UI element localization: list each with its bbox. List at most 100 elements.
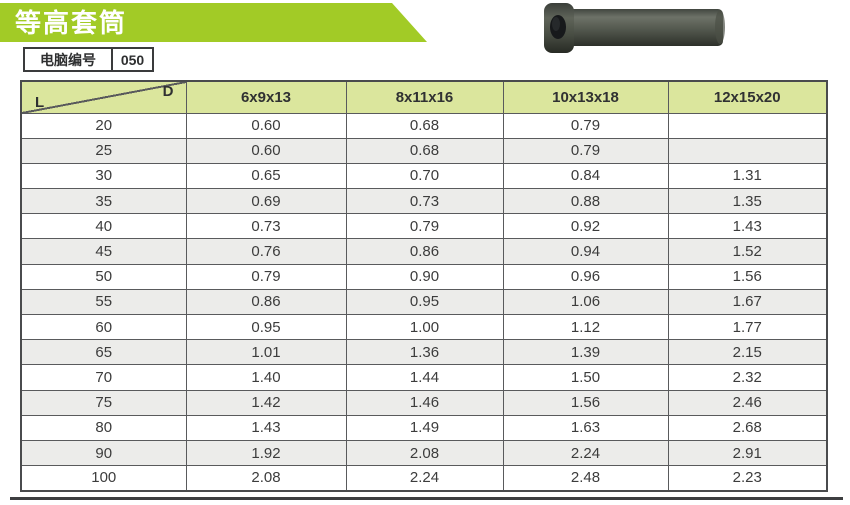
price-cell (667, 112, 828, 139)
price-cell: 0.60 (185, 112, 347, 139)
price-cell: 0.68 (345, 112, 504, 139)
sleeve-end-shade (715, 10, 725, 44)
price-cell: 0.94 (502, 238, 669, 265)
column-header-2: 8x11x16 (345, 80, 504, 114)
price-cell: 0.79 (502, 112, 669, 139)
price-cell: 0.84 (502, 162, 669, 190)
table-row: 75 1.42 1.46 1.56 2.46 (20, 389, 828, 416)
price-cell: 0.68 (345, 137, 504, 164)
table-row: 50 0.79 0.90 0.96 1.56 (20, 263, 828, 290)
table-row: 40 0.73 0.79 0.92 1.43 (20, 213, 828, 240)
page-bottom-rule (10, 497, 843, 500)
price-cell: 1.50 (502, 364, 669, 391)
l-value-cell: 55 (20, 288, 187, 316)
price-cell: 0.88 (502, 188, 669, 215)
table-row: 35 0.69 0.73 0.88 1.35 (20, 188, 828, 215)
price-cell: 2.24 (345, 465, 504, 492)
price-cell: 1.44 (345, 364, 504, 391)
price-cell: 2.23 (667, 465, 828, 492)
l-value-cell: 100 (20, 465, 187, 492)
page-title: 等高套筒 (15, 7, 128, 38)
code-label: 电脑编号 (25, 49, 113, 70)
price-cell: 2.46 (667, 389, 828, 416)
price-cell: 0.70 (345, 162, 504, 190)
price-cell: 1.43 (185, 414, 347, 441)
table-row: 30 0.65 0.70 0.84 1.31 (20, 162, 828, 190)
price-cell: 1.31 (667, 162, 828, 190)
price-cell: 1.77 (667, 313, 828, 341)
column-header-4: 12x15x20 (667, 80, 828, 114)
l-value-cell: 45 (20, 238, 187, 265)
table-row: 55 0.86 0.95 1.06 1.67 (20, 288, 828, 316)
table-row: 90 1.92 2.08 2.24 2.91 (20, 439, 828, 467)
header-row: D L 6x9x13 8x11x16 10x13x18 12x15x20 (20, 80, 828, 114)
price-cell: 1.46 (345, 389, 504, 416)
table-row: 70 1.40 1.44 1.50 2.32 (20, 364, 828, 391)
price-cell (667, 137, 828, 164)
price-cell: 1.35 (667, 188, 828, 215)
price-cell: 1.56 (502, 389, 669, 416)
price-cell: 1.92 (185, 439, 347, 467)
price-cell: 2.68 (667, 414, 828, 441)
price-cell: 2.15 (667, 339, 828, 366)
price-cell: 0.90 (345, 263, 504, 290)
sleeve-hole-highlight (552, 17, 560, 31)
price-cell: 1.52 (667, 238, 828, 265)
corner-cell: D L (20, 80, 187, 114)
price-cell: 0.65 (185, 162, 347, 190)
sleeve-body (567, 9, 723, 46)
price-cell: 1.06 (502, 288, 669, 316)
table-row: 45 0.76 0.86 0.94 1.52 (20, 238, 828, 265)
price-cell: 1.36 (345, 339, 504, 366)
price-cell: 0.69 (185, 188, 347, 215)
price-cell: 2.32 (667, 364, 828, 391)
price-cell: 0.73 (185, 213, 347, 240)
computer-code-box: 电脑编号 050 (23, 47, 154, 72)
column-header-1: 6x9x13 (185, 80, 347, 114)
title-banner: 等高套筒 (0, 3, 427, 42)
l-value-cell: 60 (20, 313, 187, 341)
column-header-3: 10x13x18 (502, 80, 669, 114)
price-cell: 1.49 (345, 414, 504, 441)
price-cell: 1.00 (345, 313, 504, 341)
l-value-cell: 40 (20, 213, 187, 240)
price-cell: 0.86 (345, 238, 504, 265)
l-value-cell: 25 (20, 137, 187, 164)
corner-col-label: D (162, 83, 174, 100)
l-value-cell: 90 (20, 439, 187, 467)
l-value-cell: 65 (20, 339, 187, 366)
price-cell: 0.79 (185, 263, 347, 290)
table-row: 20 0.60 0.68 0.79 (20, 112, 828, 139)
price-cell: 1.12 (502, 313, 669, 341)
price-cell: 2.24 (502, 439, 669, 467)
price-cell: 1.67 (667, 288, 828, 316)
l-value-cell: 75 (20, 389, 187, 416)
price-cell: 2.91 (667, 439, 828, 467)
price-cell: 0.79 (345, 213, 504, 240)
price-cell: 0.60 (185, 137, 347, 164)
l-value-cell: 30 (20, 162, 187, 190)
table-row: 60 0.95 1.00 1.12 1.77 (20, 313, 828, 341)
sleeve-product-photo (543, 2, 729, 54)
price-cell: 2.08 (345, 439, 504, 467)
price-cell: 1.01 (185, 339, 347, 366)
corner-row-label: L (35, 93, 45, 111)
price-cell: 0.96 (502, 263, 669, 290)
price-cell: 0.95 (185, 313, 347, 341)
table-row: 25 0.60 0.68 0.79 (20, 137, 828, 164)
price-cell: 1.63 (502, 414, 669, 441)
l-value-cell: 50 (20, 263, 187, 290)
price-cell: 2.08 (185, 465, 347, 492)
l-value-cell: 70 (20, 364, 187, 391)
table-row: 65 1.01 1.36 1.39 2.15 (20, 339, 828, 366)
price-cell: 0.73 (345, 188, 504, 215)
l-value-cell: 20 (20, 112, 187, 139)
price-cell: 1.39 (502, 339, 669, 366)
price-table: D L 6x9x13 8x11x16 10x13x18 12x15x20 20 0… (20, 80, 828, 492)
price-cell: 0.86 (185, 288, 347, 316)
price-cell: 0.95 (345, 288, 504, 316)
price-cell: 2.48 (502, 465, 669, 492)
price-cell: 0.92 (502, 213, 669, 240)
price-cell: 0.76 (185, 238, 347, 265)
table-row: 80 1.43 1.49 1.63 2.68 (20, 414, 828, 441)
